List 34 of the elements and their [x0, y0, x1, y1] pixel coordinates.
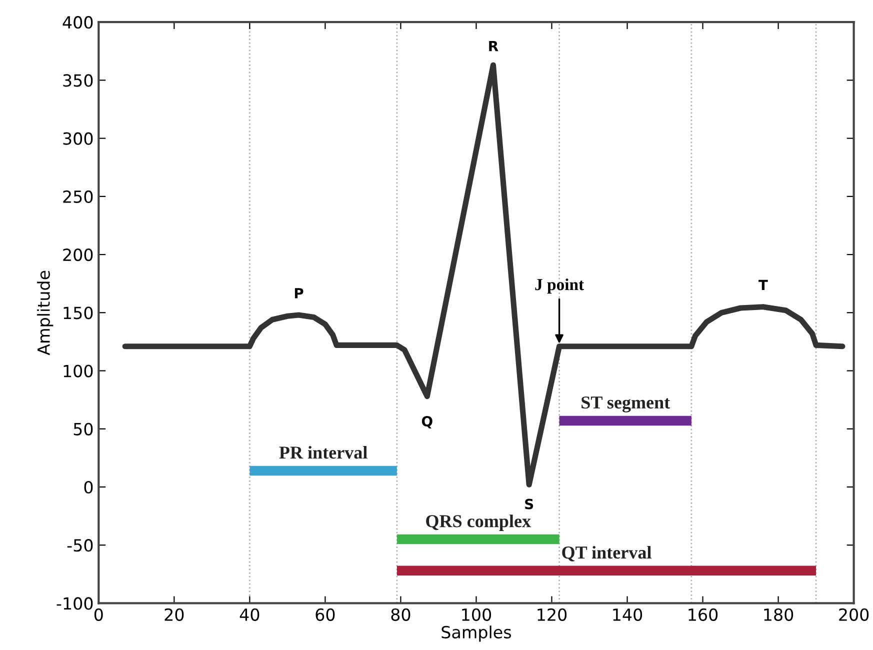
series-label: QT interval: [562, 546, 652, 562]
x-tick-label: 160: [688, 608, 718, 621]
x-tick-label: 120: [538, 608, 567, 621]
x-tick-label: 60: [316, 608, 335, 621]
x-axis-title: Samples: [442, 626, 511, 642]
x-tick-label: 20: [164, 608, 184, 621]
y-tick-label: -100: [56, 597, 93, 610]
x-tick-label: 40: [240, 608, 260, 621]
y-axis-title: Amplitude: [37, 270, 54, 356]
annotation: P: [294, 288, 304, 298]
series-label: ST segment: [582, 396, 670, 412]
annotation: Q: [422, 416, 432, 428]
y-tick-label: 350: [63, 74, 93, 87]
annotation: R: [489, 40, 498, 52]
y-tick-label: 250: [63, 190, 93, 203]
y-tick-label: 50: [74, 422, 93, 436]
y-tick-label: -50: [67, 539, 93, 552]
series-label: PR interval: [279, 446, 368, 459]
y-tick-label: 300: [63, 132, 93, 145]
x-tick-label: 100: [462, 608, 492, 621]
x-tick-label: 0: [94, 608, 103, 621]
y-tick-label: 0: [84, 480, 93, 494]
x-tick-label: 180: [764, 608, 794, 621]
annotation: S: [525, 498, 534, 510]
y-tick-label: 100: [64, 364, 93, 378]
x-tick-label: 140: [613, 608, 642, 621]
x-tick-label: 200: [839, 608, 869, 621]
x-tick-label: 80: [391, 608, 410, 621]
series-label: QRS complex: [426, 514, 531, 531]
y-tick-label: 400: [62, 16, 93, 29]
y-tick-label: 200: [63, 248, 93, 262]
annotation: T: [758, 280, 768, 290]
annotation: J point: [535, 278, 584, 294]
y-tick-label: 150: [64, 306, 93, 320]
